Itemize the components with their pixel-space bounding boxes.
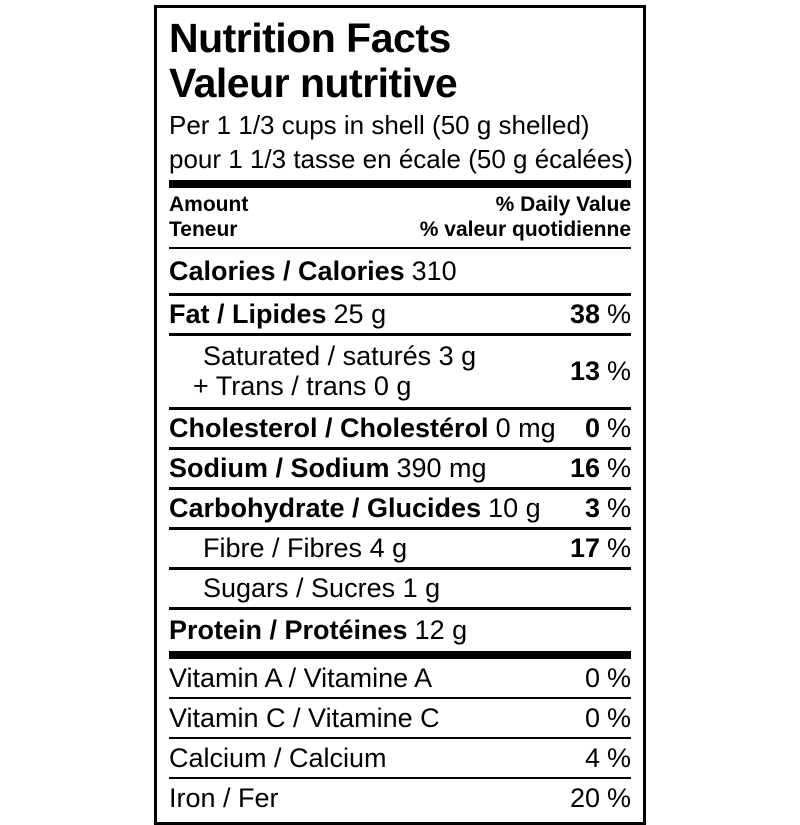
carbohydrate-daily-value: 3% xyxy=(575,493,631,523)
row-fat: Fat / Lipides 25 g 38% xyxy=(169,293,631,333)
fat-pct-number: 38 xyxy=(569,299,600,329)
sodium-pct-number: 16 xyxy=(569,453,600,483)
fibre-label-group: Fibre / Fibres 4 g xyxy=(169,533,407,563)
iron-label: Iron / Fer xyxy=(169,783,279,813)
sodium-daily-value: 16% xyxy=(560,453,631,483)
calories-label-group: Calories / Calories 310 xyxy=(169,256,457,286)
row-vitamin-c: Vitamin C / Vitamine C 0% xyxy=(169,697,631,737)
calcium-pct-number: 4 xyxy=(584,743,600,773)
sodium-pct-symbol: % xyxy=(606,453,631,483)
amount-header-french: Teneur xyxy=(169,218,238,241)
sodium-label: Sodium / Sodium xyxy=(169,453,390,483)
vitamin-a-daily-value: 0% xyxy=(575,663,631,693)
fat-label-group: Fat / Lipides 25 g xyxy=(169,299,386,329)
vitamin-c-pct-symbol: % xyxy=(606,703,631,733)
cholesterol-pct-symbol: % xyxy=(606,413,631,443)
saturated-trans-daily-value: 13% xyxy=(560,356,631,386)
daily-value-header-french: % valeur quotidienne xyxy=(419,218,631,241)
amount-header: Amount Teneur xyxy=(169,192,248,242)
fat-pct-symbol: % xyxy=(606,299,631,329)
serving-size-block: Per 1 1/3 cups in shell (50 g shelled) p… xyxy=(169,108,633,176)
thick-divider-bottom xyxy=(169,651,631,659)
vitamin-c-label: Vitamin C / Vitamine C xyxy=(169,703,440,733)
protein-label: Protein / Protéines xyxy=(169,615,408,645)
micronutrients-section: Vitamin A / Vitamine A 0% Vitamin C / Vi… xyxy=(169,659,631,817)
sodium-value: 390 mg xyxy=(396,453,487,483)
saturated-pct-number: 13 xyxy=(569,356,600,386)
cholesterol-label-group: Cholesterol / Cholestérol 0 mg xyxy=(169,413,556,443)
row-calcium: Calcium / Calcium 4% xyxy=(169,737,631,777)
row-carbohydrate: Carbohydrate / Glucides 10 g 3% xyxy=(169,487,631,527)
daily-value-header: % Daily Value % valeur quotidienne xyxy=(420,192,631,242)
row-protein: Protein / Protéines 12 g xyxy=(169,607,631,651)
carbohydrate-value: 10 g xyxy=(488,493,541,523)
row-calories: Calories / Calories 310 xyxy=(169,249,631,293)
calories-value: 310 xyxy=(411,256,457,286)
iron-daily-value: 20% xyxy=(560,783,631,813)
thick-divider-top xyxy=(169,180,631,188)
fibre-label: Fibre / Fibres xyxy=(203,533,363,563)
serving-size-french: pour 1 1/3 tasse en écale (50 g écalées) xyxy=(169,144,633,174)
fibre-value: 4 g xyxy=(369,533,408,563)
row-sodium: Sodium / Sodium 390 mg 16% xyxy=(169,447,631,487)
cholesterol-pct-number: 0 xyxy=(584,413,600,443)
fibre-daily-value: 17% xyxy=(560,533,631,563)
calcium-daily-value: 4% xyxy=(575,743,631,773)
saturated-label: Saturated / saturés 3 g xyxy=(203,341,477,371)
saturated-trans-label-group: Saturated / saturés 3 g + Trans / trans … xyxy=(169,341,476,401)
fibre-pct-symbol: % xyxy=(606,533,631,563)
fat-daily-value: 38% xyxy=(560,299,631,329)
trans-label: + Trans / trans 0 g xyxy=(193,371,412,401)
fibre-pct-number: 17 xyxy=(569,533,600,563)
cholesterol-value: 0 mg xyxy=(495,413,556,443)
title-english: Nutrition Facts xyxy=(169,15,451,61)
iron-pct-symbol: % xyxy=(606,783,631,813)
vitamin-a-pct-symbol: % xyxy=(606,663,631,693)
carbohydrate-pct-symbol: % xyxy=(606,493,631,523)
vitamin-c-pct-number: 0 xyxy=(584,703,600,733)
title-french: Valeur nutritive xyxy=(169,60,458,106)
sugars-label: Sugars / Sucres xyxy=(203,573,396,603)
fat-label: Fat / Lipides xyxy=(169,299,327,329)
page-background: Nutrition Facts Valeur nutritive Per 1 1… xyxy=(154,5,646,825)
vitamin-a-label: Vitamin A / Vitamine A xyxy=(169,663,433,693)
protein-label-group: Protein / Protéines 12 g xyxy=(169,615,467,645)
row-sugars: Sugars / Sucres 1 g xyxy=(169,567,631,607)
row-saturated-trans: Saturated / saturés 3 g + Trans / trans … xyxy=(169,333,631,407)
column-header: Amount Teneur % Daily Value % valeur quo… xyxy=(169,188,631,249)
vitamin-c-daily-value: 0% xyxy=(575,703,631,733)
saturated-pct-symbol: % xyxy=(606,356,631,386)
iron-pct-number: 20 xyxy=(569,783,600,813)
row-vitamin-a: Vitamin A / Vitamine A 0% xyxy=(169,659,631,697)
calories-label: Calories / Calories xyxy=(169,256,405,286)
fat-value: 25 g xyxy=(333,299,387,329)
nutrition-facts-label: Nutrition Facts Valeur nutritive Per 1 1… xyxy=(154,5,646,825)
carbohydrate-label: Carbohydrate / Glucides xyxy=(169,493,482,523)
protein-value: 12 g xyxy=(414,615,468,645)
calcium-label: Calcium / Calcium xyxy=(169,743,387,773)
carbohydrate-pct-number: 3 xyxy=(584,493,600,523)
serving-size-english: Per 1 1/3 cups in shell (50 g shelled) xyxy=(169,110,590,140)
calcium-pct-symbol: % xyxy=(606,743,631,773)
row-fibre: Fibre / Fibres 4 g 17% xyxy=(169,527,631,567)
vitamin-a-pct-number: 0 xyxy=(584,663,600,693)
amount-header-english: Amount xyxy=(169,193,249,216)
row-cholesterol: Cholesterol / Cholestérol 0 mg 0% xyxy=(169,407,631,447)
sugars-label-group: Sugars / Sucres 1 g xyxy=(169,573,440,603)
sugars-value: 1 g xyxy=(402,573,441,603)
carbohydrate-label-group: Carbohydrate / Glucides 10 g xyxy=(169,493,541,523)
row-iron: Iron / Fer 20% xyxy=(169,777,631,817)
cholesterol-label: Cholesterol / Cholestérol xyxy=(169,413,489,443)
sodium-label-group: Sodium / Sodium 390 mg xyxy=(169,453,487,483)
cholesterol-daily-value: 0% xyxy=(575,413,631,443)
daily-value-header-english: % Daily Value xyxy=(495,193,631,216)
